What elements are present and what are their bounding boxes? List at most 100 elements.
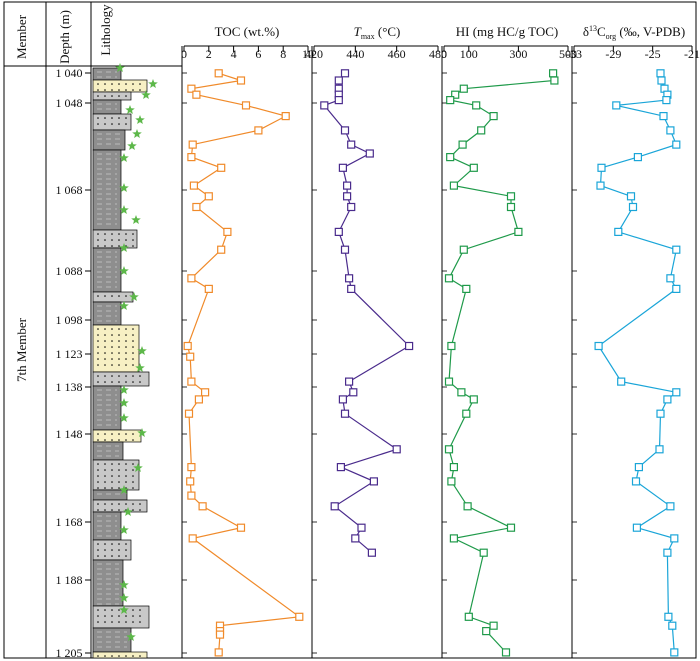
x-tick-label: 100 [460,47,478,61]
data-point [183,341,192,351]
lithology-pattern [139,609,141,611]
lithology-pattern [125,89,127,91]
lithology-pattern [118,340,120,342]
lithology-pattern [111,433,113,435]
lithology-pattern [111,358,113,360]
lithology-pattern [125,621,127,623]
sample-star-icon [137,346,147,355]
lithology-pattern [139,503,141,505]
data-point [343,181,352,190]
data-point [656,409,665,418]
sample-star-icon [119,398,129,407]
data-point [597,163,606,172]
lithology-pattern [97,346,99,348]
data-point [469,395,478,404]
data-point [506,192,516,201]
lithology-pattern [111,381,113,383]
member-header: Member [14,14,29,59]
lithology-pattern [125,340,127,342]
lithology-pattern [104,381,106,383]
depth-tick-label: 1 098 [56,313,83,327]
data-point [347,202,356,212]
lithology-pattern [132,433,134,435]
depth-tick-label: 1 148 [56,427,83,441]
data-point [479,548,488,557]
lithology-pattern [118,233,120,235]
lithology-pattern [97,621,99,623]
data-point [281,111,290,121]
data-point [666,126,675,135]
panel-3: HI (mg HC/g TOC)0 100 300 500 [441,24,577,658]
data-point [596,181,605,190]
lithology-pattern [97,233,99,235]
lithology-pattern [104,334,106,336]
lithology-pattern [118,543,120,545]
lithology-pattern [97,375,99,377]
lithology-pattern [132,503,134,505]
data-point [365,149,374,158]
data-point [334,95,343,105]
data-point [338,163,347,172]
lithology-pattern [118,352,120,354]
lithology-pattern [104,609,106,611]
lithology-pattern [132,245,134,247]
data-point [506,202,516,212]
data-point [392,445,401,454]
lithology-pattern [104,469,106,471]
lithology-pattern [118,295,120,297]
panel-1: TOC (wt.%) 0 2 4 6 8 10 [181,24,314,658]
data-point [369,477,378,486]
lithology-pattern [104,375,106,377]
lithology-pattern [125,475,127,477]
data-point [295,612,304,621]
data-point [338,395,347,404]
data-point [194,395,203,404]
series-line [187,72,301,653]
lithology-pattern [118,509,120,511]
data-point [657,76,666,85]
lithology-pattern [104,509,106,511]
lithology-pattern [118,117,120,119]
lithology-pattern [104,364,106,366]
data-point [489,621,498,630]
lithology-pattern [104,95,106,97]
lithology-pattern [125,655,127,657]
data-point [351,534,360,543]
lithology-pattern [125,358,127,360]
sample-star-icon [141,90,151,99]
sample-star-icon [115,63,125,72]
data-point [656,69,665,78]
lithology-pattern [125,463,127,465]
data-point [187,463,196,472]
sample-star-icon [132,129,142,138]
x-tick-label: 8 [280,47,286,61]
data-point [663,395,672,404]
lithology-pattern [125,239,127,241]
lithology-pattern [111,340,113,342]
lithology-pattern [132,364,134,366]
data-point [462,409,471,418]
data-point [330,502,339,511]
lithology-pattern [97,439,99,441]
lithology-pattern [97,555,99,557]
panel-4: δ13Corg (‰, V-PDB)-33 -29 -25 -21 [566,24,700,658]
data-point [501,648,511,657]
member-name: 7th Member [14,317,29,382]
sample-star-icon [119,266,129,275]
lithology-pattern [125,95,127,97]
lithology-pattern [125,123,127,125]
data-point [449,463,458,472]
lithology-pattern [111,239,113,241]
lithology-pattern [97,433,99,435]
lithology-pattern [111,123,113,125]
sample-star-icon [119,580,129,589]
lithology-pattern [118,83,120,85]
sample-star-icon [119,525,129,534]
sample-star-icon [127,141,137,150]
data-point [628,202,638,212]
lithology-pattern [111,609,113,611]
data-point [343,192,352,201]
lithology-pattern [111,83,113,85]
lithology-pattern [132,463,134,465]
